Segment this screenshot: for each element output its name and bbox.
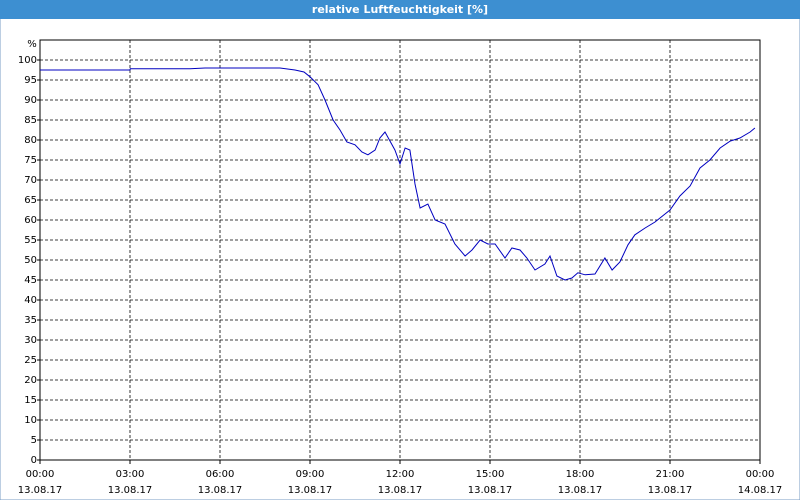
- x-tick-label: 18:00: [566, 469, 595, 480]
- x-tick-label: 03:00: [116, 469, 145, 480]
- y-tick-label: 30: [24, 335, 37, 346]
- y-tick-label: 100: [18, 55, 37, 66]
- y-tick-label: 85: [24, 115, 37, 126]
- y-tick-label: 80: [24, 135, 37, 146]
- x-tick-date: 13.08.17: [198, 485, 243, 496]
- y-tick-label: 10: [24, 415, 37, 426]
- y-unit-label: %: [27, 39, 37, 50]
- y-tick-label: 65: [24, 195, 37, 206]
- x-tick-date: 13.08.17: [468, 485, 513, 496]
- y-tick-label: 45: [24, 275, 37, 286]
- y-tick-label: 70: [24, 175, 37, 186]
- y-tick-label: 20: [24, 375, 37, 386]
- plot-frame: [39, 39, 761, 461]
- y-tick-label: 95: [24, 75, 37, 86]
- data-line: [40, 67, 756, 281]
- x-tick-date: 13.08.17: [288, 485, 333, 496]
- x-tick-label: 15:00: [476, 469, 505, 480]
- chart-title: relative Luftfeuchtigkeit [%]: [312, 3, 488, 16]
- title-bar: [0, 0, 800, 19]
- y-tick-label: 35: [24, 315, 37, 326]
- x-tick-label: 09:00: [296, 469, 325, 480]
- x-tick-date: 14.08.17: [738, 485, 783, 496]
- x-tick-label: 06:00: [206, 469, 235, 480]
- y-tick-label: 0: [31, 455, 37, 466]
- y-tick-label: 50: [24, 255, 37, 266]
- x-tick-date: 13.08.17: [18, 485, 63, 496]
- y-tick-label: 90: [24, 95, 37, 106]
- x-tick-date: 13.08.17: [108, 485, 153, 496]
- x-tick-label: 12:00: [386, 469, 415, 480]
- y-tick-label: 55: [24, 235, 37, 246]
- y-tick-label: 25: [24, 355, 37, 366]
- x-tick-date: 13.08.17: [648, 485, 693, 496]
- y-tick-label: 15: [24, 395, 37, 406]
- x-tick-label: 00:00: [746, 469, 775, 480]
- y-tick-label: 5: [31, 435, 37, 446]
- x-tick-date: 13.08.17: [558, 485, 603, 496]
- x-tick-date: 13.08.17: [378, 485, 423, 496]
- y-tick-label: 75: [24, 155, 37, 166]
- y-tick-label: 60: [24, 215, 37, 226]
- x-tick-label: 00:00: [26, 469, 55, 480]
- x-tick-label: 21:00: [656, 469, 685, 480]
- y-tick-label: 40: [24, 295, 37, 306]
